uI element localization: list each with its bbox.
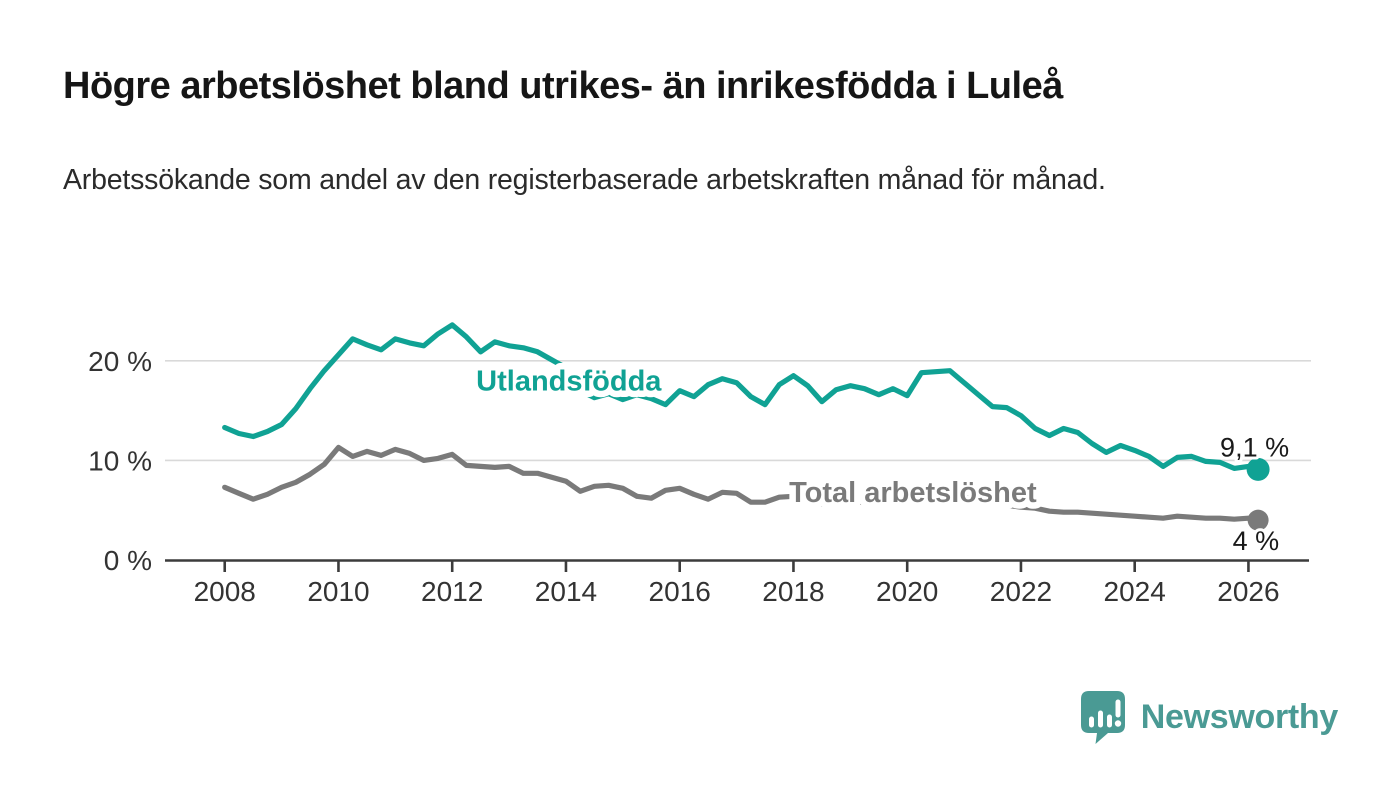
gridlines-layer [165, 359, 1311, 462]
x-axis-label-2010: 2010 [307, 576, 369, 607]
series-line-1 [222, 322, 1261, 472]
y-axis-label-0: 0 % [104, 545, 152, 576]
series-layer [222, 322, 1270, 531]
brand-wordmark: Newsworthy [1140, 698, 1339, 736]
series-label-1: Utlandsfödda [476, 366, 662, 398]
y-axis-label-10: 10 % [88, 445, 152, 476]
x-axis-label-2016: 2016 [649, 576, 711, 607]
x-axis-label-2020: 2020 [876, 576, 938, 607]
x-axis-label-2018: 2018 [762, 576, 824, 607]
x-axis-label-2026: 2026 [1217, 576, 1279, 607]
series-line-0 [222, 444, 1261, 523]
x-axis-label-2014: 2014 [535, 576, 597, 607]
chart-labels-layer: Total arbetslöshet 4 % Utlandsfödda 9,1 % [470, 359, 1292, 559]
series-end-dot-1 [1246, 457, 1270, 481]
newsworthy-logo: Newsworthy [1079, 689, 1338, 746]
series-label-0: Total arbetslöshet [789, 477, 1037, 509]
x-axis-label-2022: 2022 [990, 576, 1052, 607]
axis-layer: 0 % 10 % 20 % 2008 2010 2012 2014 2016 2018 2020 2… [88, 346, 1309, 607]
series-end-value-1: 9,1 % [1220, 432, 1289, 462]
newsworthy-bubble-icon [1080, 691, 1125, 744]
chart-subtitle: Arbetssökande som andel av den registerb… [63, 164, 1106, 196]
page-title: Högre arbetslöshet bland utrikes- än inr… [63, 65, 1063, 107]
x-axis-label-2008: 2008 [194, 576, 256, 607]
y-axis-label-20: 20 % [88, 346, 152, 377]
series-end-value-0: 4 % [1233, 526, 1280, 556]
series-end-dot-0 [1247, 509, 1269, 531]
x-axis-label-2012: 2012 [421, 576, 483, 607]
x-axis-label-2024: 2024 [1104, 576, 1166, 607]
